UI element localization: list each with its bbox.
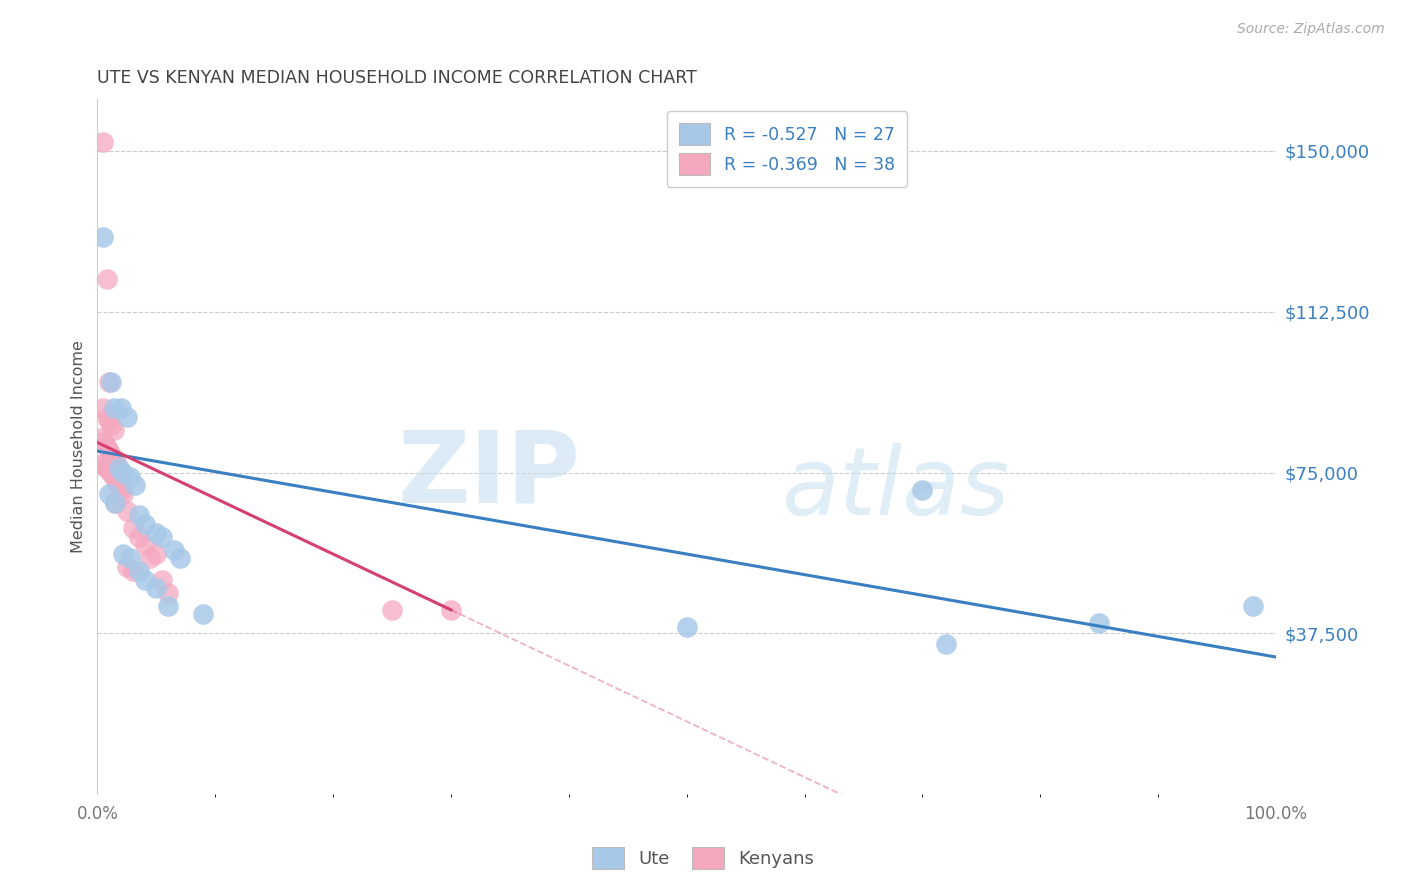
Point bbox=[100, 418, 122, 433]
Point bbox=[134, 539, 156, 553]
Point bbox=[100, 466, 122, 480]
Point bbox=[150, 573, 173, 587]
Point bbox=[98, 376, 121, 390]
Point bbox=[115, 504, 138, 518]
Legend: R = -0.527   N = 27, R = -0.369   N = 38: R = -0.527 N = 27, R = -0.369 N = 38 bbox=[666, 112, 907, 186]
Point bbox=[115, 409, 138, 424]
Point bbox=[107, 478, 129, 492]
Point bbox=[169, 551, 191, 566]
Point bbox=[91, 229, 114, 244]
Point bbox=[91, 401, 114, 416]
Point bbox=[150, 530, 173, 544]
Point bbox=[935, 637, 957, 651]
Point bbox=[100, 448, 122, 462]
Point bbox=[145, 525, 167, 540]
Point bbox=[128, 564, 150, 578]
Point bbox=[98, 463, 121, 477]
Point bbox=[100, 376, 122, 390]
Point bbox=[1088, 615, 1111, 630]
Point bbox=[96, 272, 118, 286]
Point bbox=[1241, 599, 1264, 613]
Point bbox=[96, 409, 118, 424]
Point bbox=[103, 470, 125, 484]
Text: atlas: atlas bbox=[780, 443, 1010, 534]
Point bbox=[134, 516, 156, 531]
Point bbox=[145, 547, 167, 561]
Point bbox=[103, 452, 125, 467]
Point bbox=[93, 435, 115, 450]
Point bbox=[120, 551, 142, 566]
Point bbox=[110, 483, 132, 497]
Point bbox=[381, 603, 404, 617]
Point bbox=[193, 607, 215, 621]
Point bbox=[675, 620, 697, 634]
Point bbox=[145, 582, 167, 596]
Point bbox=[98, 487, 121, 501]
Point bbox=[911, 483, 934, 497]
Point bbox=[440, 603, 463, 617]
Legend: Ute, Kenyans: Ute, Kenyans bbox=[582, 838, 824, 879]
Text: Source: ZipAtlas.com: Source: ZipAtlas.com bbox=[1237, 22, 1385, 37]
Point bbox=[96, 440, 118, 454]
Point bbox=[124, 478, 146, 492]
Point bbox=[120, 470, 142, 484]
Point bbox=[90, 431, 112, 445]
Point bbox=[112, 487, 135, 501]
Point bbox=[128, 530, 150, 544]
Point bbox=[98, 444, 121, 458]
Point bbox=[107, 461, 129, 475]
Point bbox=[98, 414, 121, 428]
Point bbox=[157, 599, 180, 613]
Y-axis label: Median Household Income: Median Household Income bbox=[72, 341, 86, 553]
Text: ZIP: ZIP bbox=[398, 426, 581, 523]
Point bbox=[134, 573, 156, 587]
Point bbox=[93, 459, 115, 474]
Point bbox=[103, 423, 125, 437]
Point bbox=[128, 508, 150, 523]
Point bbox=[115, 560, 138, 574]
Point bbox=[112, 547, 135, 561]
Point bbox=[121, 521, 143, 535]
Point bbox=[105, 455, 128, 469]
Point bbox=[105, 474, 128, 488]
Point bbox=[163, 542, 186, 557]
Point bbox=[110, 401, 132, 416]
Point bbox=[96, 461, 118, 475]
Point bbox=[112, 466, 135, 480]
Point bbox=[121, 564, 143, 578]
Point bbox=[91, 457, 114, 471]
Point bbox=[104, 495, 127, 509]
Point bbox=[157, 585, 180, 599]
Point bbox=[104, 495, 127, 509]
Point bbox=[103, 401, 125, 416]
Text: UTE VS KENYAN MEDIAN HOUSEHOLD INCOME CORRELATION CHART: UTE VS KENYAN MEDIAN HOUSEHOLD INCOME CO… bbox=[97, 69, 697, 87]
Point bbox=[139, 551, 162, 566]
Point bbox=[91, 135, 114, 149]
